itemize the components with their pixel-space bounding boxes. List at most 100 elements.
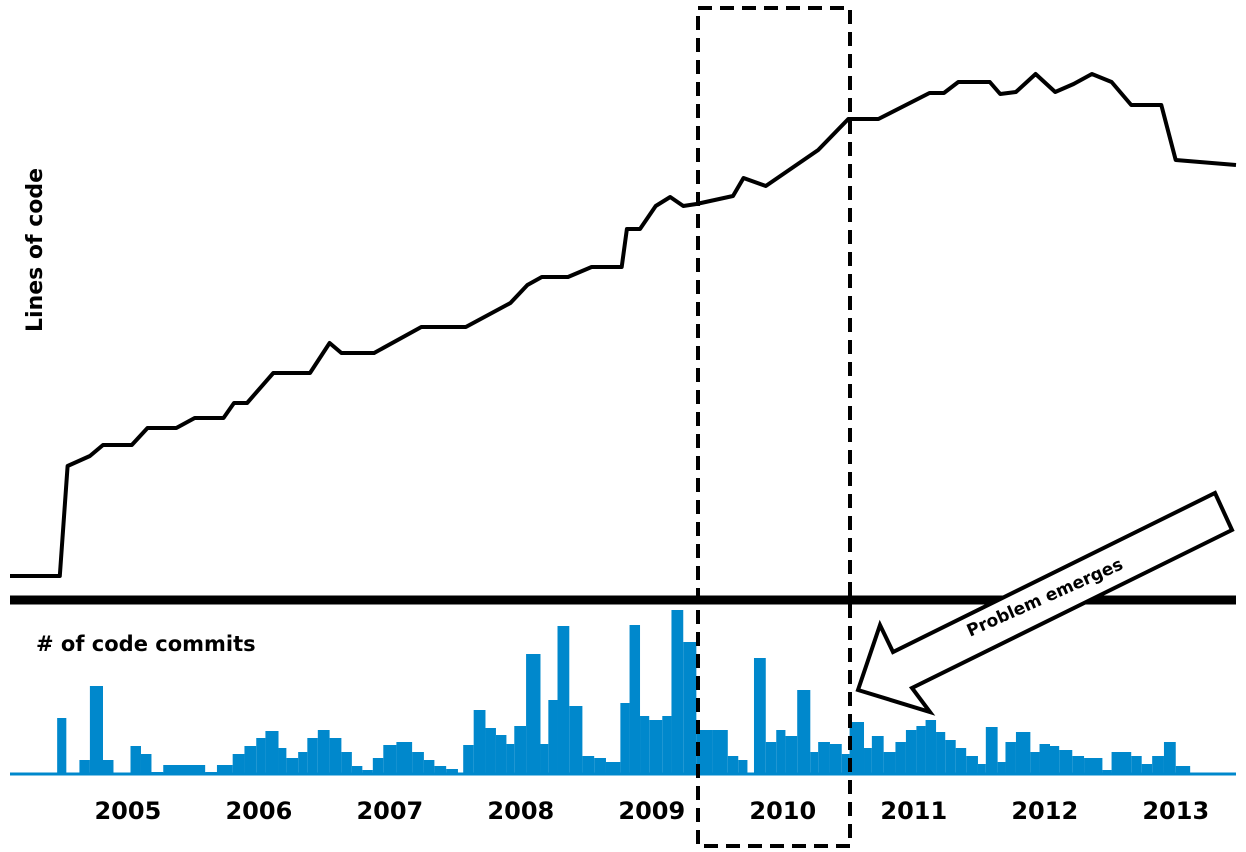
panel-title: # of code commits (36, 632, 256, 656)
bar (1015, 732, 1031, 774)
bar (738, 760, 748, 774)
x-tick-label: 2010 (749, 797, 816, 825)
bar (256, 738, 266, 774)
bar (1005, 742, 1016, 774)
line (10, 72, 1237, 578)
bar (671, 610, 684, 774)
bar (945, 740, 956, 774)
bar (383, 745, 397, 774)
x-tick-label: 2007 (356, 797, 423, 825)
bar (1072, 756, 1085, 774)
bar (936, 732, 946, 774)
bar (905, 730, 917, 774)
bar (495, 735, 507, 774)
bar (278, 748, 287, 774)
bar (1131, 756, 1142, 774)
bar (776, 730, 786, 774)
bar (1039, 744, 1051, 774)
bar (140, 754, 152, 774)
bar (526, 654, 541, 774)
bar (696, 730, 713, 774)
bar (1030, 752, 1040, 774)
bar (977, 764, 986, 774)
bar (1141, 764, 1153, 774)
bar (130, 746, 141, 774)
bar (232, 754, 245, 774)
bar (79, 760, 90, 774)
x-tick-label: 2013 (1142, 797, 1209, 825)
bar (683, 642, 697, 774)
x-tick-label: 2012 (1011, 797, 1078, 825)
bar (372, 758, 384, 774)
bar (286, 758, 299, 774)
bar (871, 736, 884, 774)
bar (102, 760, 114, 774)
x-tick-label: 2011 (880, 797, 947, 825)
bar (582, 756, 595, 774)
bar (883, 752, 896, 774)
bar (649, 720, 663, 774)
bar (916, 726, 926, 774)
bar (712, 730, 728, 774)
bar (1050, 746, 1060, 774)
bar (629, 625, 641, 774)
bar (925, 720, 937, 774)
annotation-arrow (855, 490, 1235, 716)
bar (557, 626, 570, 774)
bar (662, 716, 672, 774)
bar (57, 718, 67, 774)
bar (1163, 742, 1176, 774)
bar (329, 738, 342, 774)
bar (1102, 770, 1112, 774)
bar (265, 731, 279, 774)
bar (997, 762, 1006, 774)
bar (765, 742, 777, 774)
bar (485, 728, 496, 774)
bar (753, 658, 766, 774)
bar (810, 752, 819, 774)
bar (163, 765, 206, 774)
bar (506, 744, 515, 774)
bar (434, 766, 447, 774)
bar (307, 738, 318, 774)
line-panel (10, 72, 1237, 578)
bar (985, 727, 998, 774)
bar (841, 754, 850, 774)
bar (362, 770, 373, 774)
highlight-box (696, 6, 852, 848)
bar (423, 760, 435, 774)
bar (412, 752, 424, 774)
bar-panel (57, 610, 1191, 774)
x-tick-label: 2009 (618, 797, 685, 825)
bar (864, 748, 872, 774)
bar (594, 758, 606, 774)
bar (605, 762, 621, 774)
y-axis-label: Lines of code (23, 168, 48, 332)
bar (849, 722, 865, 774)
bar (89, 686, 103, 774)
bar (446, 769, 458, 774)
x-tick-label: 2006 (225, 797, 292, 825)
bar (1175, 766, 1191, 774)
bar (829, 744, 842, 774)
bar (341, 752, 352, 774)
bar (640, 716, 650, 774)
bar (244, 746, 257, 774)
bar (317, 730, 330, 774)
bar (797, 690, 811, 774)
bar (351, 766, 363, 774)
bar (818, 742, 830, 774)
bar (895, 742, 906, 774)
x-axis: 2005 2006 2007 2008 2009 2010 2011 2012 2013 (94, 797, 1209, 825)
x-tick-label: 2008 (487, 797, 554, 825)
bar (727, 756, 739, 774)
bar (569, 706, 583, 774)
bar (955, 748, 967, 774)
bar (540, 744, 549, 774)
bar (396, 742, 413, 774)
bar (473, 710, 486, 774)
x-tick-label: 2005 (94, 797, 161, 825)
bar (1084, 758, 1103, 774)
bar (298, 752, 308, 774)
